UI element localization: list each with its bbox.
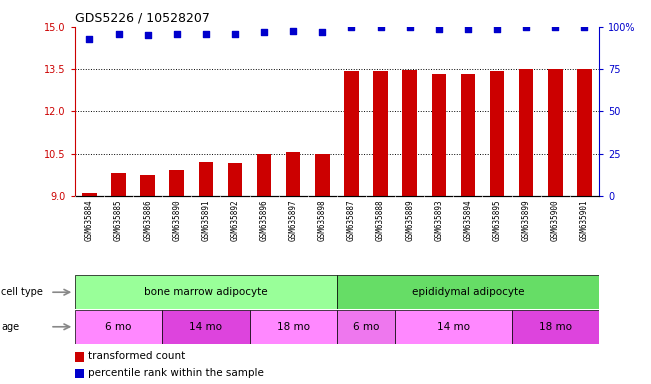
- Bar: [75, 310, 162, 344]
- Bar: [512, 310, 599, 344]
- Text: GSM635898: GSM635898: [318, 200, 327, 242]
- Text: GSM635897: GSM635897: [289, 200, 298, 242]
- Text: 18 mo: 18 mo: [539, 322, 572, 332]
- Text: GSM635886: GSM635886: [143, 200, 152, 242]
- Point: [143, 32, 153, 38]
- Bar: [461, 74, 475, 196]
- Text: GSM635892: GSM635892: [230, 200, 240, 242]
- Point: [288, 28, 298, 34]
- Point: [521, 24, 531, 30]
- Point: [463, 25, 473, 31]
- Bar: [257, 154, 271, 196]
- Bar: [402, 70, 417, 196]
- Text: epididymal adipocyte: epididymal adipocyte: [411, 287, 524, 297]
- Text: GSM635884: GSM635884: [85, 200, 94, 242]
- Text: 14 mo: 14 mo: [189, 322, 223, 332]
- Text: bone marrow adipocyte: bone marrow adipocyte: [144, 287, 268, 297]
- Text: 6 mo: 6 mo: [105, 322, 132, 332]
- Text: GSM635889: GSM635889: [405, 200, 414, 242]
- Bar: [337, 310, 395, 344]
- Bar: [286, 152, 301, 196]
- Text: GSM635901: GSM635901: [580, 200, 589, 242]
- Bar: [337, 275, 599, 309]
- Bar: [249, 310, 337, 344]
- Bar: [228, 164, 242, 196]
- Text: GSM635894: GSM635894: [464, 200, 473, 242]
- Point: [550, 24, 561, 30]
- Bar: [344, 71, 359, 196]
- Point: [492, 25, 502, 31]
- Bar: [395, 310, 512, 344]
- Text: GDS5226 / 10528207: GDS5226 / 10528207: [75, 11, 210, 24]
- Text: GSM635887: GSM635887: [347, 200, 356, 242]
- Point: [172, 31, 182, 37]
- Text: cell type: cell type: [1, 287, 43, 297]
- Bar: [111, 173, 126, 196]
- Point: [84, 36, 94, 42]
- Bar: [490, 71, 505, 196]
- Bar: [548, 69, 562, 196]
- Point: [346, 24, 357, 30]
- Bar: [432, 74, 446, 196]
- Bar: [315, 154, 329, 196]
- Text: 6 mo: 6 mo: [353, 322, 379, 332]
- Text: GSM635888: GSM635888: [376, 200, 385, 242]
- Text: 18 mo: 18 mo: [277, 322, 310, 332]
- Point: [404, 24, 415, 30]
- Text: 14 mo: 14 mo: [437, 322, 470, 332]
- Bar: [75, 369, 84, 378]
- Text: GSM635890: GSM635890: [173, 200, 181, 242]
- Point: [317, 29, 327, 35]
- Text: transformed count: transformed count: [88, 351, 186, 361]
- Text: GSM635893: GSM635893: [434, 200, 443, 242]
- Text: percentile rank within the sample: percentile rank within the sample: [88, 368, 264, 378]
- Bar: [75, 352, 84, 362]
- Point: [434, 25, 444, 31]
- Point: [201, 31, 211, 37]
- Bar: [162, 310, 249, 344]
- Point: [259, 29, 270, 35]
- Text: GSM635899: GSM635899: [521, 200, 531, 242]
- Text: GSM635885: GSM635885: [114, 200, 123, 242]
- Text: GSM635891: GSM635891: [201, 200, 210, 242]
- Bar: [82, 193, 97, 196]
- Point: [230, 31, 240, 37]
- Bar: [519, 69, 533, 196]
- Point: [376, 24, 386, 30]
- Bar: [373, 71, 388, 196]
- Bar: [169, 170, 184, 196]
- Bar: [75, 275, 337, 309]
- Bar: [141, 175, 155, 196]
- Text: GSM635896: GSM635896: [260, 200, 269, 242]
- Text: GSM635895: GSM635895: [493, 200, 501, 242]
- Text: age: age: [1, 322, 20, 332]
- Point: [113, 31, 124, 37]
- Bar: [199, 162, 213, 196]
- Bar: [577, 69, 592, 196]
- Point: [579, 24, 590, 30]
- Text: GSM635900: GSM635900: [551, 200, 560, 242]
